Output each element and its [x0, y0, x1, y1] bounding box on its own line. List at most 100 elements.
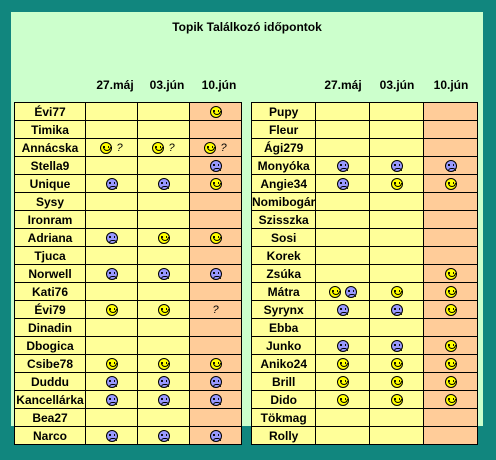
- date-header-left-2: 03.jún: [149, 78, 185, 92]
- table-row: Norwell: [14, 264, 242, 283]
- availability-cell: [369, 120, 425, 139]
- availability-cell: [315, 156, 371, 175]
- table-row: Annácska???: [14, 138, 242, 157]
- happy-face-icon: [157, 303, 170, 316]
- table-row: Sysy: [14, 192, 242, 211]
- availability-cell: [315, 426, 371, 445]
- availability-cell: [423, 300, 479, 319]
- happy-face-icon: [157, 357, 170, 370]
- table-row: Ironram: [14, 210, 242, 229]
- availability-cell: [137, 156, 190, 175]
- availability-cell: [137, 120, 190, 139]
- availability-cell: [85, 102, 138, 121]
- table-row: Korek: [250, 246, 479, 265]
- availability-cell: [315, 390, 371, 409]
- participant-name: Csibe78: [14, 354, 86, 373]
- availability-cell: ?: [85, 138, 138, 157]
- sad-face-icon: [390, 303, 403, 316]
- sad-face-icon: [209, 429, 222, 442]
- availability-cell: [85, 192, 138, 211]
- availability-cell: [423, 246, 479, 265]
- question-mark-icon: ?: [116, 141, 123, 154]
- participant-name: Zsúka: [250, 264, 317, 283]
- availability-cell: [423, 264, 479, 283]
- happy-face-icon: [209, 357, 222, 370]
- availability-cell: [189, 174, 242, 193]
- participant-name: Unique: [14, 174, 86, 193]
- availability-cell: [423, 228, 479, 247]
- happy-face-icon: [105, 357, 118, 370]
- availability-cell: [315, 354, 371, 373]
- availability-cell: [315, 300, 371, 319]
- participant-name: Ebba: [250, 318, 317, 337]
- participant-name: Adriana: [14, 228, 86, 247]
- sad-face-icon: [105, 393, 118, 406]
- availability-cell: [423, 174, 479, 193]
- sad-face-icon: [344, 285, 357, 298]
- participant-name: Sysy: [14, 192, 86, 211]
- table-row: Évi79?: [14, 300, 242, 319]
- availability-cell: [423, 372, 479, 391]
- availability-cell: [85, 282, 138, 301]
- availability-cell: [315, 318, 371, 337]
- sad-face-icon: [390, 159, 403, 172]
- table-row: Kati76: [14, 282, 242, 301]
- happy-face-icon: [444, 357, 457, 370]
- participant-name: Duddu: [14, 372, 86, 391]
- happy-face-icon: [204, 141, 217, 154]
- availability-cell: [137, 336, 190, 355]
- sad-face-icon: [105, 267, 118, 280]
- availability-cell: [137, 354, 190, 373]
- table-row: Unique: [14, 174, 242, 193]
- happy-face-icon: [444, 393, 457, 406]
- happy-face-icon: [336, 393, 349, 406]
- availability-cell: [315, 408, 371, 427]
- availability-cell: [137, 318, 190, 337]
- sad-face-icon: [209, 267, 222, 280]
- availability-cell: [315, 228, 371, 247]
- availability-cell: [85, 210, 138, 229]
- table-row: Rolly: [250, 426, 479, 445]
- happy-face-icon: [444, 285, 457, 298]
- availability-cell: [369, 354, 425, 373]
- sad-face-icon: [209, 393, 222, 406]
- happy-face-icon: [336, 357, 349, 370]
- availability-cell: [315, 372, 371, 391]
- availability-cell: [137, 264, 190, 283]
- availability-cell: [369, 174, 425, 193]
- participant-name: Timika: [14, 120, 86, 139]
- availability-cell: [85, 372, 138, 391]
- table-row: Bea27: [14, 408, 242, 427]
- availability-cell: [369, 228, 425, 247]
- availability-cell: [137, 282, 190, 301]
- table-row: Ebba: [250, 318, 479, 337]
- availability-cell: [137, 102, 190, 121]
- availability-cell: [369, 264, 425, 283]
- sad-face-icon: [336, 303, 349, 316]
- participant-name: Brill: [250, 372, 317, 391]
- table-row: Dbogica: [14, 336, 242, 355]
- table-row: Zsúka: [250, 264, 479, 283]
- table-row: Narco: [14, 426, 242, 445]
- participant-name: Nomibogár: [250, 192, 317, 211]
- availability-cell: [137, 408, 190, 427]
- availability-cell: [315, 264, 371, 283]
- availability-cell: [137, 246, 190, 265]
- participant-name: Kati76: [14, 282, 86, 301]
- availability-cell: [137, 300, 190, 319]
- availability-cell: ?: [189, 138, 242, 157]
- participant-name: Annácska: [14, 138, 86, 157]
- table-row: Ági279: [250, 138, 479, 157]
- happy-face-icon: [209, 105, 222, 118]
- table-row: Brill: [250, 372, 479, 391]
- table-row: Szisszka: [250, 210, 479, 229]
- availability-cell: [85, 300, 138, 319]
- happy-face-icon: [390, 393, 403, 406]
- availability-cell: [423, 354, 479, 373]
- participant-name: Fleur: [250, 120, 317, 139]
- availability-cell: [369, 390, 425, 409]
- availability-cell: [423, 318, 479, 337]
- availability-cell: [85, 264, 138, 283]
- question-mark-icon: ?: [212, 303, 219, 316]
- participant-name: Dinadin: [14, 318, 86, 337]
